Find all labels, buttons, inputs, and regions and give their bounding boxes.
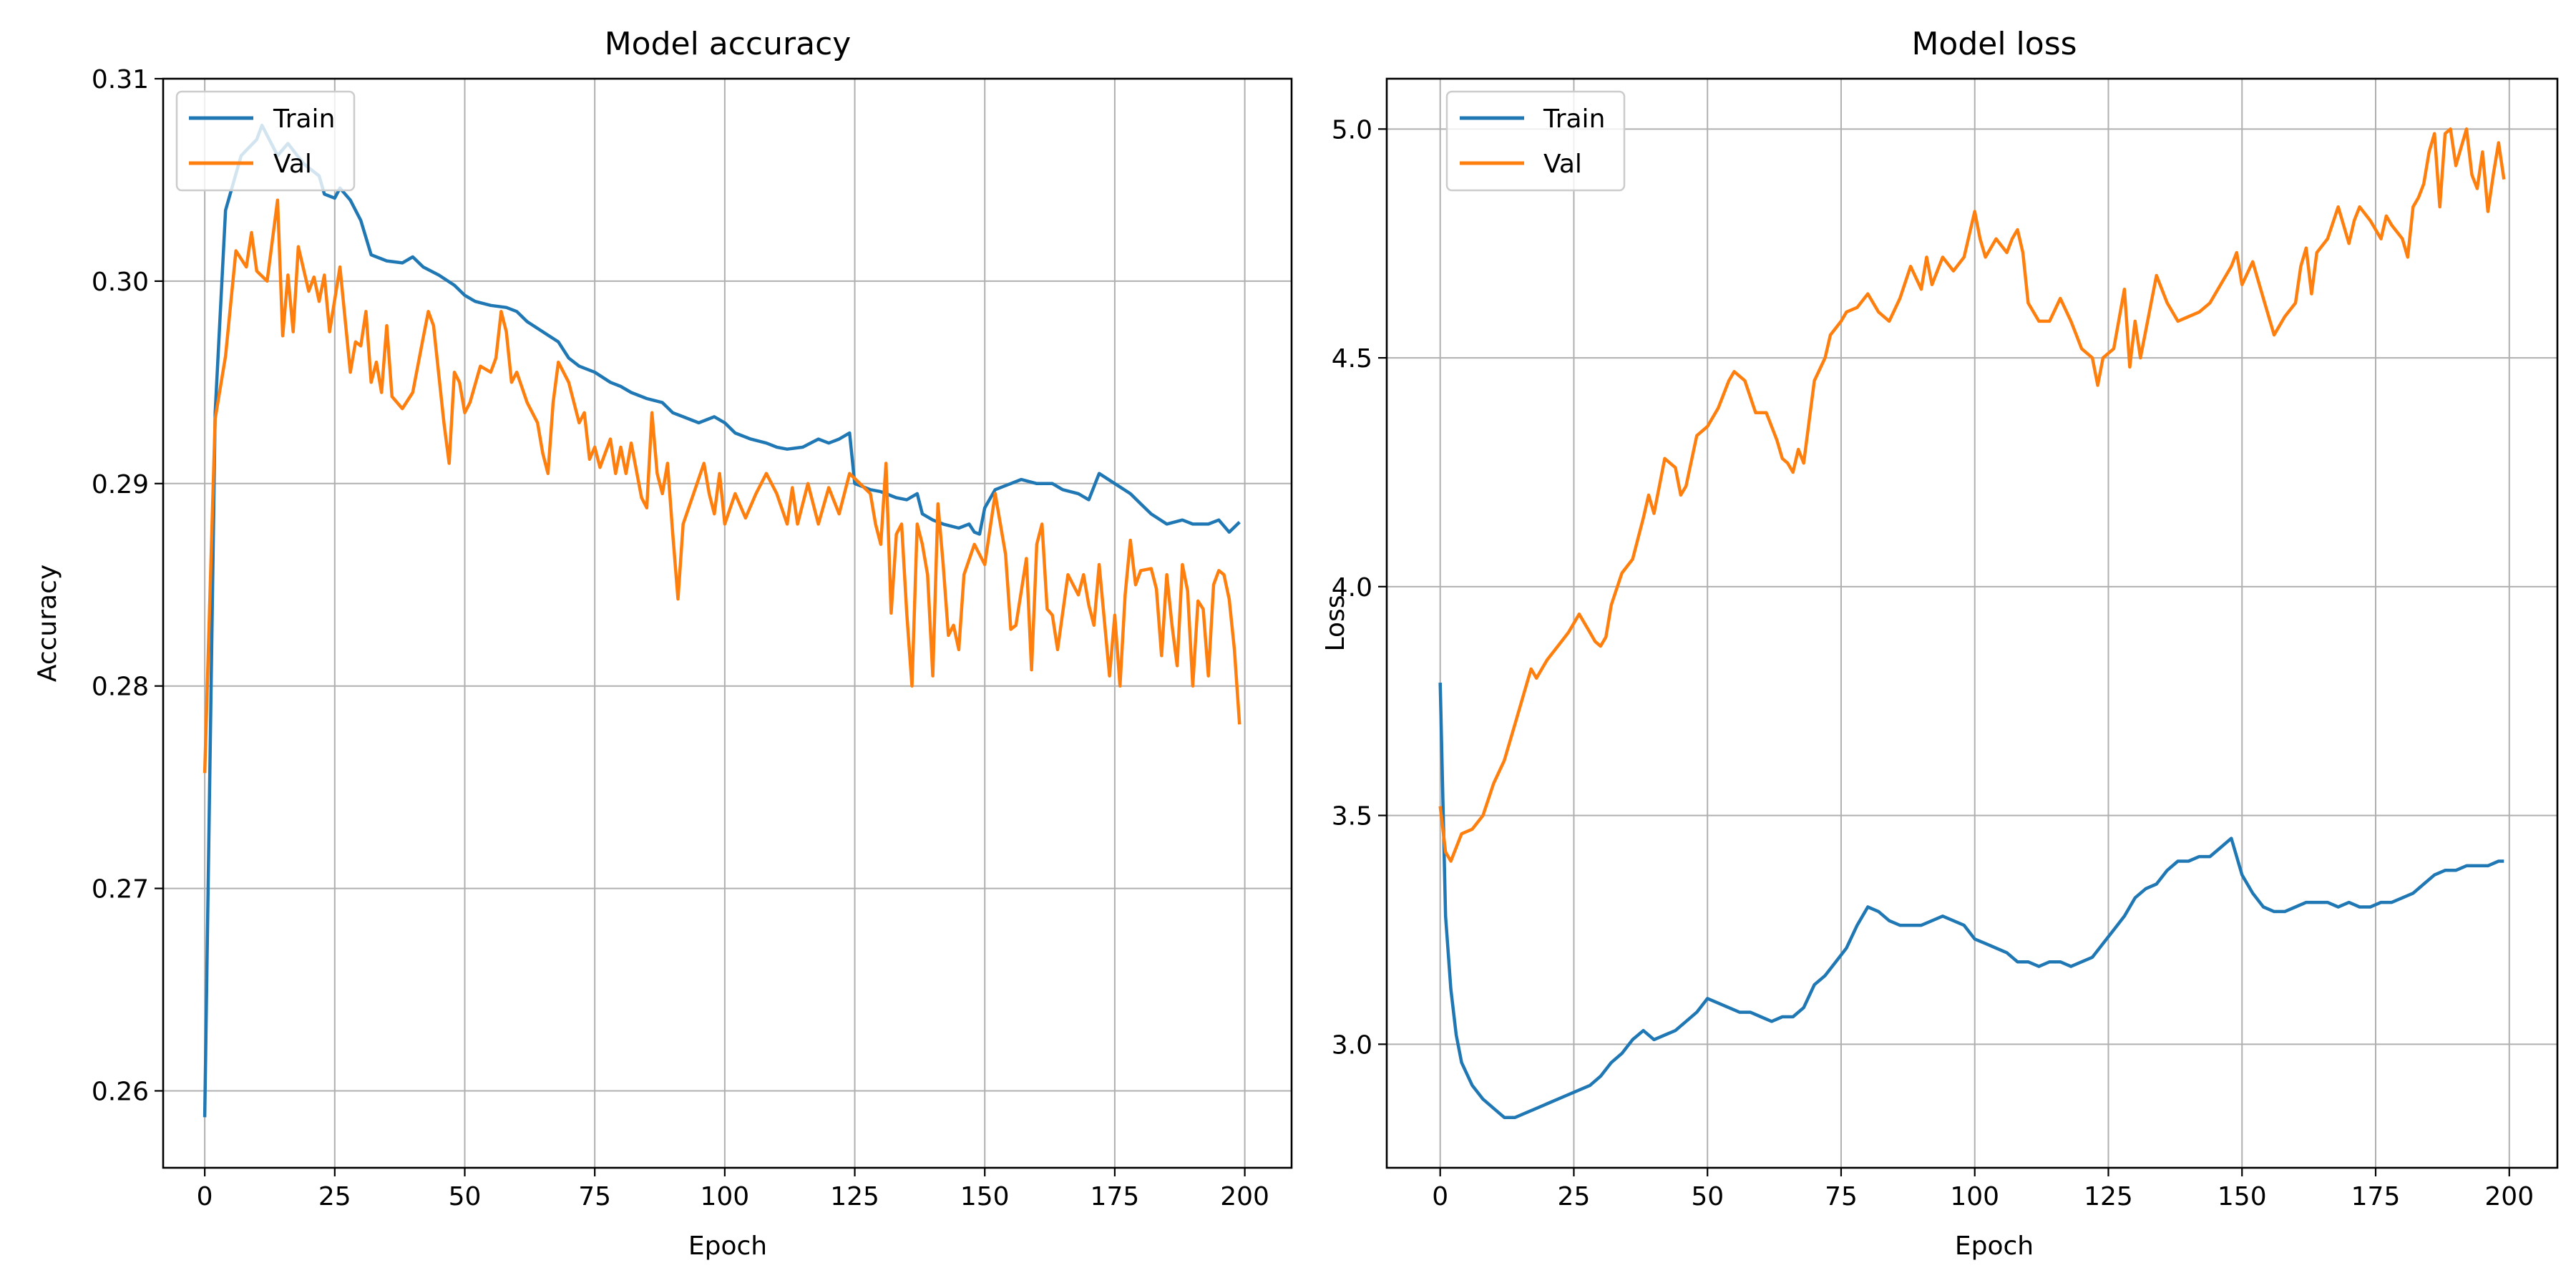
loss-title: Model loss: [1911, 26, 2077, 62]
loss-x-label: Epoch: [1955, 1231, 2034, 1261]
accuracy-title: Model accuracy: [605, 26, 852, 62]
accuracy-y-tick-label: 0.26: [92, 1077, 149, 1106]
loss-legend-val-label: Val: [1543, 150, 1582, 179]
accuracy-legend-val-label: Val: [273, 150, 312, 179]
loss-x-tick-label: 125: [2084, 1182, 2133, 1211]
loss-y-ticks: 3.0 3.5 4.0 4.5 5.0: [1332, 115, 1387, 1060]
accuracy-legend-train-label: Train: [273, 104, 335, 134]
accuracy-train-line: [203, 123, 1241, 1118]
loss-y-tick-label: 3.0: [1332, 1030, 1372, 1060]
loss-x-tick-label: 100: [1950, 1182, 1999, 1211]
accuracy-x-tick-label: 0: [197, 1182, 213, 1211]
loss-grid: [1387, 79, 2557, 1168]
accuracy-x-tick-label: 25: [318, 1182, 351, 1211]
accuracy-val-line: [203, 198, 1241, 774]
loss-val-line: [1438, 127, 2506, 863]
accuracy-axes-frame: [162, 77, 1293, 1169]
loss-x-tick-label: 75: [1825, 1182, 1858, 1211]
loss-y-tick-label: 5.0: [1332, 115, 1372, 145]
loss-x-tick-label: 0: [1432, 1182, 1448, 1211]
loss-x-tick-label: 25: [1558, 1182, 1591, 1211]
loss-x-ticks: 0 25 50 75 100 125 150 175 200: [1432, 1168, 2534, 1211]
accuracy-y-tick-label: 0.28: [92, 673, 149, 702]
accuracy-legend: Train Val: [175, 90, 356, 192]
accuracy-x-tick-label: 150: [960, 1182, 1010, 1211]
accuracy-x-tick-label: 200: [1220, 1182, 1269, 1211]
accuracy-x-label: Epoch: [688, 1231, 767, 1261]
loss-x-tick-label: 50: [1691, 1182, 1724, 1211]
loss-y-label: Loss: [1321, 595, 1350, 652]
loss-lines: [1438, 127, 2506, 1119]
loss-y-tick-label: 3.5: [1332, 802, 1372, 831]
accuracy-panel: Model accuracy 0 25 50 75 100 125 150 175 200 0.…: [33, 26, 1293, 1261]
accuracy-x-tick-label: 75: [578, 1182, 611, 1211]
loss-y-tick-label: 4.5: [1332, 344, 1372, 374]
loss-panel: Model loss 0 25 50 75 100 125 150 175 200 3.0 3.5…: [1321, 26, 2559, 1261]
loss-axes-frame: [1385, 77, 2559, 1169]
accuracy-y-tick-label: 0.31: [92, 65, 149, 94]
loss-x-tick-label: 175: [2351, 1182, 2401, 1211]
loss-y-tick-label: 4.0: [1332, 573, 1372, 602]
accuracy-x-tick-label: 125: [830, 1182, 879, 1211]
accuracy-y-ticks: 0.26 0.27 0.28 0.29 0.30 0.31: [92, 65, 163, 1106]
accuracy-y-tick-label: 0.30: [92, 268, 149, 297]
accuracy-x-ticks: 0 25 50 75 100 125 150 175 200: [197, 1168, 1269, 1211]
accuracy-x-tick-label: 100: [701, 1182, 750, 1211]
loss-x-tick-label: 200: [2484, 1182, 2534, 1211]
accuracy-x-tick-label: 175: [1091, 1182, 1140, 1211]
accuracy-y-label: Accuracy: [33, 565, 62, 682]
accuracy-y-tick-label: 0.27: [92, 875, 149, 904]
accuracy-y-tick-label: 0.29: [92, 470, 149, 499]
loss-legend: Train Val: [1445, 90, 1626, 192]
loss-train-line: [1438, 683, 2504, 1119]
accuracy-x-tick-label: 50: [449, 1182, 482, 1211]
accuracy-lines: [203, 123, 1241, 1118]
loss-legend-train-label: Train: [1543, 104, 1605, 134]
loss-x-tick-label: 150: [2218, 1182, 2267, 1211]
